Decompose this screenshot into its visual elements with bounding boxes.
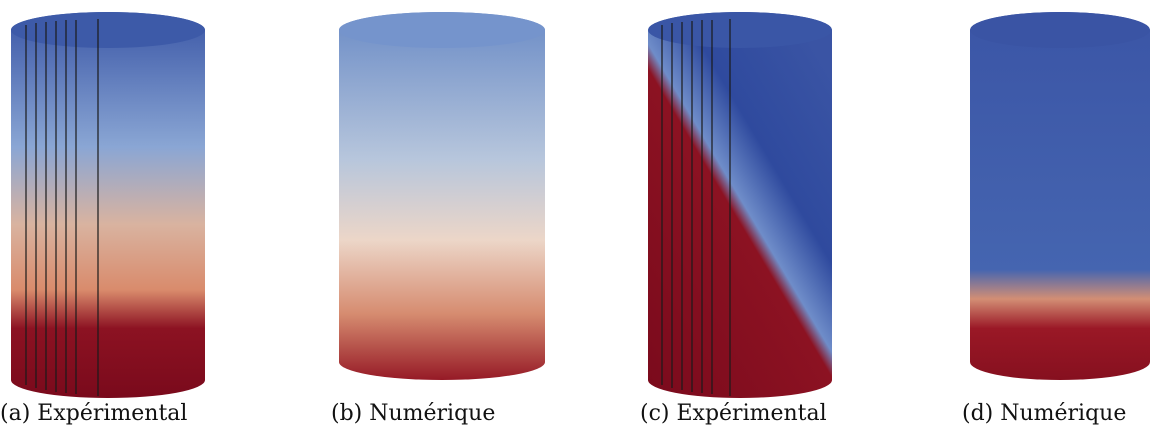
- caption: (a) Expérimental: [0, 401, 187, 426]
- cylinder-c: [648, 12, 832, 398]
- caption: (b) Numérique: [331, 401, 495, 426]
- caption: (d) Numérique: [962, 401, 1126, 426]
- caption: (c) Expérimental: [640, 401, 827, 426]
- cylinder-d: [970, 12, 1150, 380]
- cylinder-b: [339, 12, 545, 380]
- cylinder-a: [11, 12, 205, 398]
